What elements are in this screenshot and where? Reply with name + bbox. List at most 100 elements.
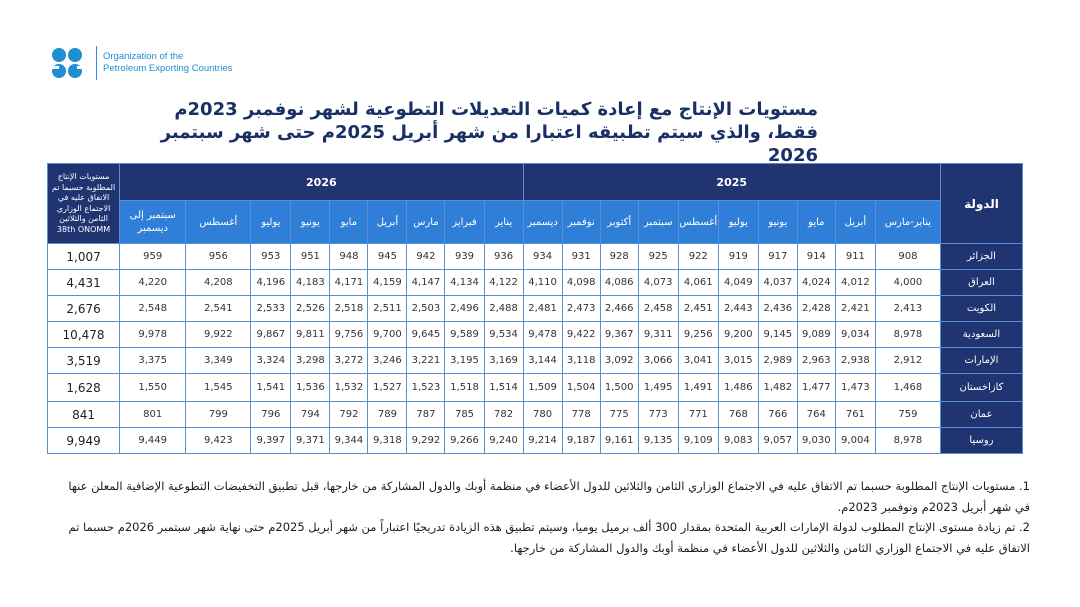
value-cell-2026: 9,423 — [185, 427, 252, 454]
value-cell-2026: 9,449 — [119, 427, 187, 454]
value-cell-2025: 4,073 — [637, 269, 679, 296]
table-row: الإمارات 2,912 2,938 2,963 2,989 3,015 3,041 3,… — [46, 347, 1024, 374]
value-cell-2026: 787 — [406, 401, 446, 428]
value-cell-2025: 1,477 — [796, 373, 836, 402]
value-cell-2025: 766 — [757, 401, 798, 428]
month-header-2026: يوليو — [250, 200, 292, 244]
value-cell-2025: 9,109 — [677, 427, 719, 454]
value-cell-2025: 2,481 — [522, 295, 563, 322]
value-cell-2025: 9,030 — [796, 427, 836, 454]
value-cell-2025: 1,504 — [561, 373, 601, 402]
logo-divider — [96, 46, 97, 80]
value-cell-2026: 4,208 — [185, 269, 252, 296]
value-cell-2025: 2,428 — [796, 295, 836, 322]
value-cell-2026: 782 — [483, 401, 524, 428]
month-header-2026: فبراير — [444, 200, 485, 244]
value-cell-2025: 4,110 — [522, 269, 563, 296]
table-row: كازاخستان 1,468 1,473 1,477 1,482 1,486 1,491 1… — [46, 373, 1024, 402]
value-cell-2026: 2,488 — [483, 295, 524, 322]
required-level-cell: 3,519 — [46, 347, 121, 374]
value-cell-2025: 8,978 — [874, 427, 941, 454]
month-header-2026: مارس — [406, 200, 446, 244]
value-cell-2026: 3,221 — [406, 347, 446, 374]
value-cell-2025: 2,473 — [561, 295, 601, 322]
value-cell-2025: 9,145 — [757, 321, 798, 348]
value-cell-2025: 9,161 — [599, 427, 639, 454]
value-cell-2026: 2,496 — [444, 295, 485, 322]
value-cell-2026: 936 — [483, 243, 524, 270]
value-cell-2026: 4,220 — [119, 269, 187, 296]
value-cell-2026: 2,548 — [119, 295, 187, 322]
value-cell-2026: 9,867 — [250, 321, 292, 348]
country-cell: روسيا — [939, 427, 1024, 454]
value-cell-2026: 4,196 — [250, 269, 292, 296]
value-cell-2025: 9,187 — [561, 427, 601, 454]
value-cell-2026: 9,240 — [483, 427, 524, 454]
month-header-2025: نوفمبر — [561, 200, 601, 244]
required-level-cell: 4,431 — [46, 269, 121, 296]
value-cell-2026: 9,534 — [483, 321, 524, 348]
value-cell-2026: 4,134 — [444, 269, 485, 296]
value-cell-2025: 2,466 — [599, 295, 639, 322]
value-cell-2025: 4,086 — [599, 269, 639, 296]
value-cell-2026: 9,978 — [119, 321, 187, 348]
value-cell-2025: 9,367 — [599, 321, 639, 348]
value-cell-2025: 780 — [522, 401, 563, 428]
value-cell-2026: 1,536 — [290, 373, 331, 402]
value-cell-2026: 1,541 — [250, 373, 292, 402]
table-row: الجزائر 908 911 914 917 919 922 925 928 931 934 936… — [46, 243, 1024, 270]
month-header-2026: يونيو — [290, 200, 331, 244]
value-cell-2025: 3,118 — [561, 347, 601, 374]
month-header-2025: أكتوبر — [599, 200, 639, 244]
value-cell-2026: 942 — [406, 243, 446, 270]
required-level-cell: 841 — [46, 401, 121, 428]
opec-emblem-icon — [50, 48, 86, 78]
value-cell-2026: 945 — [367, 243, 408, 270]
value-cell-2025: 4,049 — [717, 269, 759, 296]
value-cell-2025: 1,486 — [717, 373, 759, 402]
month-header-2025: سبتمبر — [637, 200, 679, 244]
month-header-2026: أبريل — [367, 200, 408, 244]
footnote-2: 2. تم زيادة مستوى الإنتاج المطلوب لدولة … — [68, 520, 1030, 555]
value-cell-2025: 9,422 — [561, 321, 601, 348]
value-cell-2026: 959 — [119, 243, 187, 270]
value-cell-2026: 9,922 — [185, 321, 252, 348]
year-2026-header: 2026 — [119, 163, 524, 201]
value-cell-2026: 801 — [119, 401, 187, 428]
value-cell-2026: 3,324 — [250, 347, 292, 374]
value-cell-2025: 9,083 — [717, 427, 759, 454]
year-2025-header: 2025 — [522, 163, 941, 201]
country-cell: الجزائر — [939, 243, 1024, 270]
value-cell-2025: 9,135 — [637, 427, 679, 454]
value-cell-2026: 956 — [185, 243, 252, 270]
month-header-2025: ديسمبر — [522, 200, 563, 244]
value-cell-2026: 3,246 — [367, 347, 408, 374]
value-cell-2025: 1,509 — [522, 373, 563, 402]
value-cell-2026: 948 — [329, 243, 369, 270]
value-cell-2026: 1,545 — [185, 373, 252, 402]
value-cell-2026: 2,541 — [185, 295, 252, 322]
value-cell-2025: 9,004 — [834, 427, 876, 454]
value-cell-2026: 3,272 — [329, 347, 369, 374]
value-cell-2025: 1,482 — [757, 373, 798, 402]
value-cell-2026: 9,397 — [250, 427, 292, 454]
country-cell: عمان — [939, 401, 1024, 428]
value-cell-2026: 1,532 — [329, 373, 369, 402]
org-name-line1: Organization of the — [103, 51, 184, 62]
month-header-2025: يناير-مارس — [874, 200, 941, 244]
value-cell-2025: 775 — [599, 401, 639, 428]
value-cell-2025: 764 — [796, 401, 836, 428]
value-cell-2026: 799 — [185, 401, 252, 428]
value-cell-2025: 9,057 — [757, 427, 798, 454]
month-header-2025: يوليو — [717, 200, 759, 244]
value-cell-2025: 771 — [677, 401, 719, 428]
value-cell-2025: 2,421 — [834, 295, 876, 322]
value-cell-2025: 1,491 — [677, 373, 719, 402]
country-cell: كازاخستان — [939, 373, 1024, 402]
value-cell-2025: 931 — [561, 243, 601, 270]
country-cell: الإمارات — [939, 347, 1024, 374]
table-row: السعودية 8,978 9,034 9,089 9,145 9,200 9,256 9,… — [46, 321, 1024, 348]
value-cell-2025: 9,200 — [717, 321, 759, 348]
value-cell-2025: 1,468 — [874, 373, 941, 402]
value-cell-2026: 1,550 — [119, 373, 187, 402]
